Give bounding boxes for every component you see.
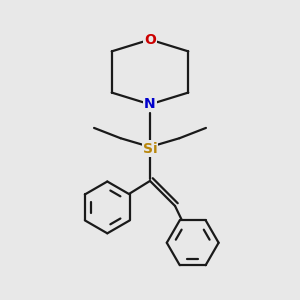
Text: N: N (144, 98, 156, 111)
Text: O: O (144, 33, 156, 46)
Text: Si: Si (143, 142, 157, 155)
